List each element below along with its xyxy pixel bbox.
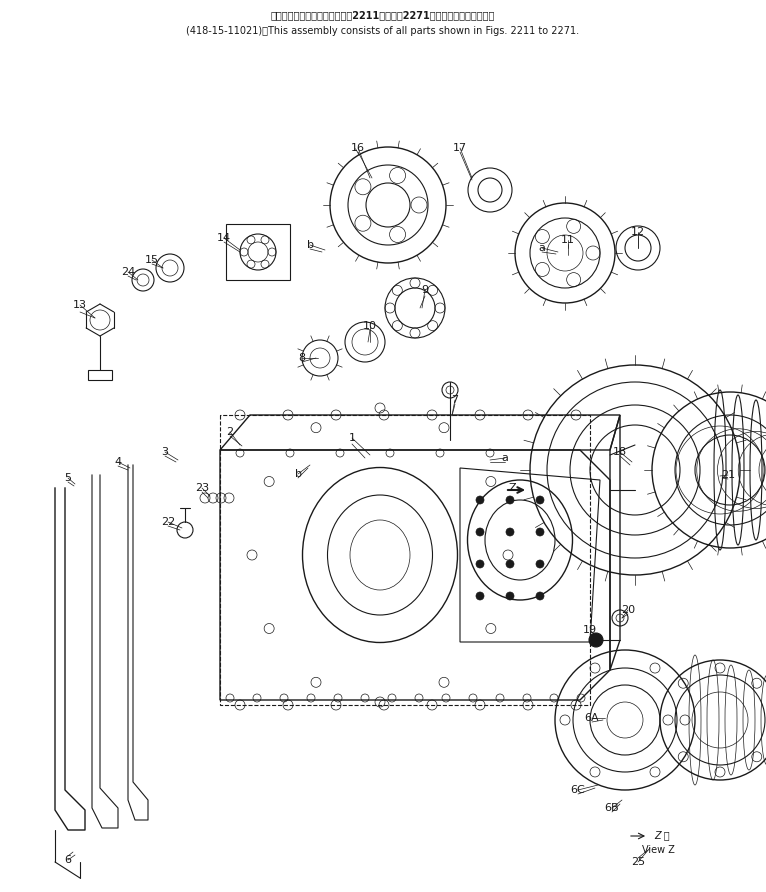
Text: 20: 20: [621, 605, 635, 615]
Text: 4: 4: [114, 457, 122, 467]
Text: 24: 24: [121, 267, 135, 277]
Circle shape: [536, 592, 544, 600]
Text: このアセンブリの構成部品は第2211図から第2271図の部品まで含みます。: このアセンブリの構成部品は第2211図から第2271図の部品まで含みます。: [271, 10, 495, 20]
Text: 18: 18: [613, 447, 627, 457]
Text: 10: 10: [363, 321, 377, 331]
Text: 15: 15: [145, 255, 159, 265]
Text: 6B: 6B: [604, 803, 620, 813]
Circle shape: [476, 496, 484, 504]
Text: 6: 6: [64, 855, 71, 865]
Text: 13: 13: [73, 300, 87, 310]
Text: 8: 8: [299, 353, 306, 363]
Text: 17: 17: [453, 143, 467, 153]
Text: a: a: [502, 453, 509, 463]
Text: 5: 5: [64, 473, 71, 483]
Text: 6C: 6C: [571, 785, 585, 795]
Text: 14: 14: [217, 233, 231, 243]
Text: 1: 1: [349, 433, 355, 443]
Text: 6A: 6A: [584, 713, 599, 723]
Circle shape: [476, 560, 484, 568]
Circle shape: [536, 560, 544, 568]
Text: 23: 23: [195, 483, 209, 493]
Circle shape: [589, 633, 603, 647]
Text: b: b: [294, 469, 302, 479]
Circle shape: [536, 496, 544, 504]
Text: a: a: [538, 243, 545, 253]
Text: b: b: [306, 240, 313, 250]
Circle shape: [506, 592, 514, 600]
Text: Z 観: Z 観: [654, 830, 669, 840]
Text: 12: 12: [631, 227, 645, 237]
Text: 3: 3: [162, 447, 169, 457]
Text: 21: 21: [721, 470, 735, 480]
Text: 2: 2: [227, 427, 234, 437]
Circle shape: [506, 496, 514, 504]
Circle shape: [476, 592, 484, 600]
Circle shape: [476, 528, 484, 536]
Text: 25: 25: [631, 857, 645, 867]
Text: 7: 7: [451, 395, 459, 405]
Text: 19: 19: [583, 625, 597, 635]
Text: Z: Z: [508, 483, 516, 493]
Text: View Z: View Z: [642, 845, 674, 855]
Text: (418-15-11021)：This assembly consists of all parts shown in Figs. 2211 to 2271.: (418-15-11021)：This assembly consists of…: [186, 26, 580, 36]
Text: 22: 22: [161, 517, 175, 527]
Text: 11: 11: [561, 235, 575, 245]
Text: 16: 16: [351, 143, 365, 153]
Circle shape: [506, 528, 514, 536]
Circle shape: [536, 528, 544, 536]
Circle shape: [506, 560, 514, 568]
Text: 9: 9: [421, 285, 428, 295]
